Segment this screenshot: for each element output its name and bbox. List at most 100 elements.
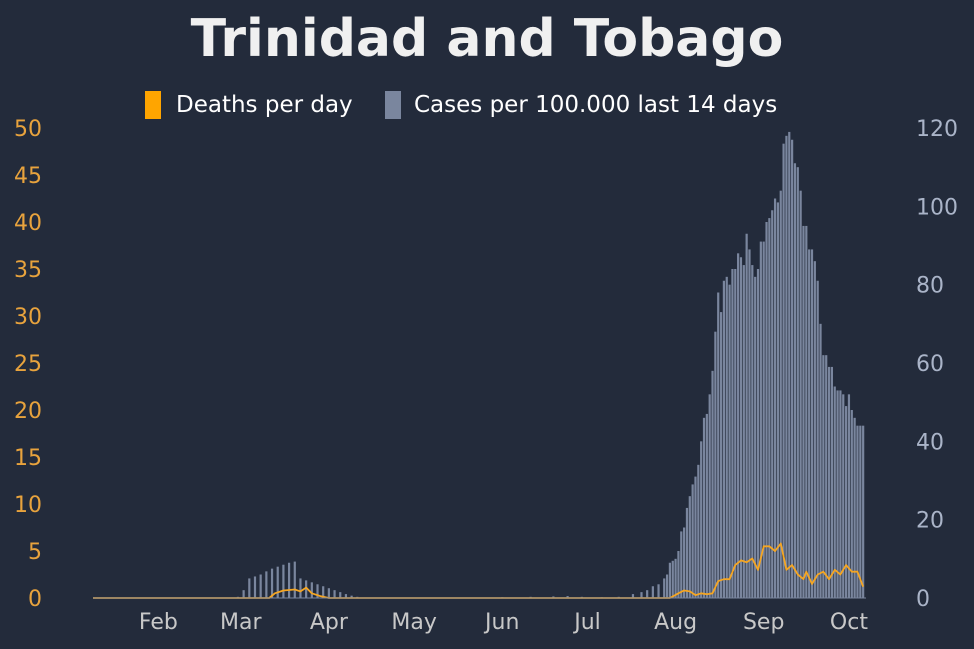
cases-bar	[793, 163, 797, 598]
cases-bar	[711, 370, 714, 598]
cases-bar	[739, 257, 743, 598]
cases-bar	[339, 592, 342, 599]
orange-square-icon	[145, 91, 161, 119]
cases-bar	[819, 323, 822, 598]
left-tick-label: 5	[28, 540, 42, 565]
left-tick-label: 10	[14, 493, 42, 518]
x-tick-label: Mar	[220, 610, 262, 635]
cases-bar	[253, 576, 257, 598]
cases-bar	[771, 210, 774, 598]
cases-bar	[663, 578, 666, 598]
right-tick-label: 80	[916, 274, 944, 299]
cases-bar	[668, 562, 672, 598]
legend-label-deaths: Deaths per day	[176, 92, 353, 118]
cases-bar	[799, 190, 802, 599]
cases-bar	[566, 596, 569, 598]
cases-bar	[702, 417, 706, 598]
cases-bar	[665, 574, 669, 598]
cases-bar	[287, 562, 291, 598]
cases-bar	[683, 527, 686, 598]
cases-bar	[680, 531, 683, 598]
right-axis: 0 20 40 60 80 100 120	[916, 117, 958, 612]
left-tick-label: 50	[14, 117, 42, 142]
cases-bar	[728, 284, 731, 598]
cases-bar	[677, 551, 680, 598]
cases-bar	[248, 578, 251, 598]
x-tick-label: Jun	[483, 610, 519, 635]
cases-bar	[754, 276, 757, 598]
cases-bar	[862, 425, 865, 598]
left-axis: 0 5 10 15 20 25 30 35 40 45 50	[14, 117, 42, 612]
left-tick-label: 30	[14, 305, 42, 330]
right-tick-label: 0	[916, 587, 930, 612]
cases-bar	[299, 578, 302, 598]
cases-bar	[242, 590, 245, 598]
cases-bar	[765, 222, 768, 598]
cases-bar	[830, 366, 833, 598]
right-tick-label: 40	[916, 430, 944, 455]
cases-bar	[776, 202, 779, 599]
cases-bar	[825, 355, 828, 598]
cases-bar	[327, 588, 330, 598]
cases-bar	[631, 594, 635, 598]
cases-bar	[856, 425, 859, 598]
cases-bar	[717, 292, 720, 598]
cases-bar	[657, 584, 660, 598]
cases-bar	[276, 566, 279, 598]
x-tick-label: Oct	[830, 610, 868, 635]
right-tick-label: 60	[916, 352, 944, 377]
cases-bar	[813, 261, 816, 598]
cases-bar	[748, 249, 751, 599]
left-tick-label: 45	[14, 164, 42, 189]
chart-title: Trinidad and Tobago	[191, 9, 784, 69]
cases-bar	[847, 394, 851, 598]
cases-bar	[782, 143, 785, 599]
x-tick-label: May	[391, 610, 436, 635]
x-tick-label: Aug	[654, 610, 697, 635]
cases-bar	[310, 582, 313, 598]
cases-bar	[350, 595, 353, 598]
cases-bar	[816, 280, 819, 598]
cases-bar	[805, 225, 808, 599]
cases-bar	[697, 464, 700, 598]
cases-bar	[316, 584, 319, 598]
right-tick-label: 20	[916, 509, 944, 534]
cases-bar	[731, 269, 734, 598]
cases-bar	[259, 574, 262, 598]
cases-bar	[685, 507, 689, 598]
cases-bar	[762, 241, 765, 598]
cases-bar	[845, 406, 848, 598]
deaths-series	[93, 542, 865, 599]
cases-bar	[646, 590, 649, 598]
cases-bar	[853, 417, 856, 598]
x-tick-label: Jul	[572, 610, 601, 635]
x-tick-label: Apr	[310, 610, 349, 635]
cases-bar	[745, 233, 748, 598]
cases-bar	[333, 590, 336, 598]
cases-bar	[808, 249, 811, 599]
cases-bar	[719, 312, 723, 598]
cases-bars	[231, 131, 865, 599]
cases-bar	[833, 386, 836, 598]
cases-bar	[714, 331, 717, 598]
cases-bar	[734, 269, 737, 598]
cases-bar	[674, 558, 677, 598]
cases-bar	[725, 276, 728, 598]
cases-bar	[737, 253, 740, 598]
cases-bar	[282, 564, 285, 598]
cases-bar	[705, 413, 708, 598]
cases-bar	[691, 484, 694, 598]
left-tick-label: 25	[14, 352, 42, 377]
cases-bar	[322, 586, 325, 598]
cases-bar	[768, 218, 771, 598]
cases-bar	[785, 135, 788, 598]
cases-bar	[688, 496, 691, 598]
cases-bar	[842, 394, 845, 598]
cases-bar	[722, 280, 725, 598]
cases-bar	[700, 441, 703, 598]
cases-bar	[265, 571, 268, 598]
legend-label-cases: Cases per 100.000 last 14 days	[414, 92, 777, 118]
cases-bar	[788, 131, 791, 599]
